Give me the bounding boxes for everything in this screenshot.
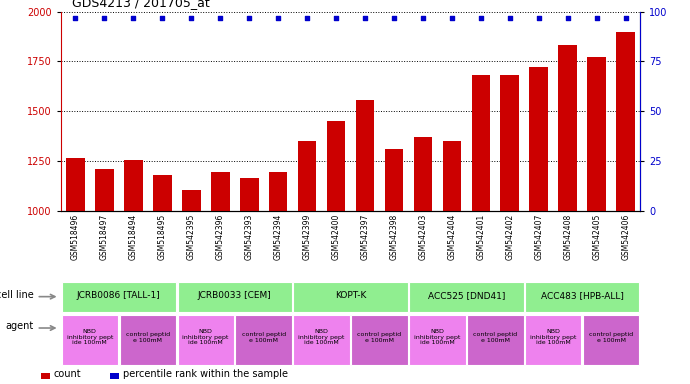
Bar <box>525 281 640 312</box>
Point <box>591 15 602 21</box>
Bar <box>110 373 119 379</box>
Point <box>417 15 428 21</box>
Point <box>504 15 515 21</box>
Point <box>331 15 342 21</box>
Bar <box>95 169 114 384</box>
Bar <box>409 314 466 365</box>
Bar <box>268 172 288 384</box>
Text: NBD
inhibitory pept
ide 100mM: NBD inhibitory pept ide 100mM <box>66 329 113 346</box>
Point <box>128 15 139 21</box>
Text: percentile rank within the sample: percentile rank within the sample <box>123 369 288 379</box>
Point <box>70 15 81 21</box>
Bar <box>583 314 640 365</box>
Point <box>620 15 631 21</box>
Text: NBD
inhibitory pept
ide 100mM: NBD inhibitory pept ide 100mM <box>530 329 577 346</box>
Point <box>533 15 544 21</box>
Text: GSM542407: GSM542407 <box>534 213 544 260</box>
Text: ACC525 [DND41]: ACC525 [DND41] <box>428 291 505 301</box>
Bar <box>181 190 201 384</box>
Text: GSM542399: GSM542399 <box>302 213 312 260</box>
Bar <box>119 314 176 365</box>
Text: GSM542400: GSM542400 <box>331 213 341 260</box>
Bar <box>351 314 408 365</box>
Text: GSM542395: GSM542395 <box>186 213 196 260</box>
Point <box>388 15 400 21</box>
Text: GSM542401: GSM542401 <box>476 213 486 260</box>
Text: GDS4213 / 201705_at: GDS4213 / 201705_at <box>72 0 210 9</box>
Text: control peptid
e 100mM: control peptid e 100mM <box>241 332 286 343</box>
Point <box>475 15 486 21</box>
Bar <box>384 149 404 384</box>
Bar <box>239 178 259 384</box>
Point <box>273 15 284 21</box>
Text: JCRB0033 [CEM]: JCRB0033 [CEM] <box>198 291 271 301</box>
Text: GSM542398: GSM542398 <box>389 213 399 260</box>
Bar <box>326 121 346 384</box>
Bar <box>355 100 375 384</box>
Text: GSM518494: GSM518494 <box>128 213 138 260</box>
Point <box>244 15 255 21</box>
Point <box>157 15 168 21</box>
Text: GSM542403: GSM542403 <box>418 213 428 260</box>
Text: GSM518496: GSM518496 <box>70 213 80 260</box>
Bar <box>235 314 292 365</box>
Text: GSM542393: GSM542393 <box>244 213 254 260</box>
Bar <box>61 281 176 312</box>
Text: GSM542402: GSM542402 <box>505 213 515 260</box>
Text: control peptid
e 100mM: control peptid e 100mM <box>357 332 402 343</box>
Bar <box>409 281 524 312</box>
Bar <box>558 45 578 384</box>
Point <box>99 15 110 21</box>
Bar <box>41 373 50 379</box>
Point <box>446 15 457 21</box>
Point <box>302 15 313 21</box>
Bar <box>442 141 462 384</box>
Bar <box>525 314 582 365</box>
Bar <box>500 75 520 384</box>
Text: control peptid
e 100mM: control peptid e 100mM <box>589 332 633 343</box>
Bar <box>529 68 549 384</box>
Bar <box>616 33 635 384</box>
Bar <box>177 281 292 312</box>
Text: KOPT-K: KOPT-K <box>335 291 366 301</box>
Bar <box>177 314 234 365</box>
Point <box>186 15 197 21</box>
Text: NBD
inhibitory pept
ide 100mM: NBD inhibitory pept ide 100mM <box>414 329 461 346</box>
Bar <box>152 175 172 384</box>
Text: cell line: cell line <box>0 290 33 300</box>
Text: JCRB0086 [TALL-1]: JCRB0086 [TALL-1] <box>77 291 161 301</box>
Text: count: count <box>54 369 81 379</box>
Bar <box>297 141 317 384</box>
Bar <box>471 75 491 384</box>
Bar <box>467 314 524 365</box>
Text: GSM542396: GSM542396 <box>215 213 225 260</box>
Bar <box>66 158 85 384</box>
Bar <box>293 281 408 312</box>
Text: control peptid
e 100mM: control peptid e 100mM <box>126 332 170 343</box>
Text: control peptid
e 100mM: control peptid e 100mM <box>473 332 518 343</box>
Text: GSM542408: GSM542408 <box>563 213 573 260</box>
Text: GSM542404: GSM542404 <box>447 213 457 260</box>
Point <box>562 15 573 21</box>
Bar <box>124 160 143 384</box>
Text: NBD
inhibitory pept
ide 100mM: NBD inhibitory pept ide 100mM <box>182 329 229 346</box>
Text: GSM542406: GSM542406 <box>621 213 631 260</box>
Text: ACC483 [HPB-ALL]: ACC483 [HPB-ALL] <box>541 291 624 301</box>
Text: GSM542405: GSM542405 <box>592 213 602 260</box>
Bar <box>413 137 433 384</box>
Point <box>215 15 226 21</box>
Text: GSM542394: GSM542394 <box>273 213 283 260</box>
Text: GSM518495: GSM518495 <box>157 213 167 260</box>
Point <box>359 15 371 21</box>
Text: GSM542397: GSM542397 <box>360 213 370 260</box>
Bar <box>210 172 230 384</box>
Text: NBD
inhibitory pept
ide 100mM: NBD inhibitory pept ide 100mM <box>298 329 345 346</box>
Bar <box>587 58 607 384</box>
Text: agent: agent <box>5 321 33 331</box>
Text: GSM518497: GSM518497 <box>99 213 109 260</box>
Bar <box>293 314 350 365</box>
Bar <box>61 314 118 365</box>
